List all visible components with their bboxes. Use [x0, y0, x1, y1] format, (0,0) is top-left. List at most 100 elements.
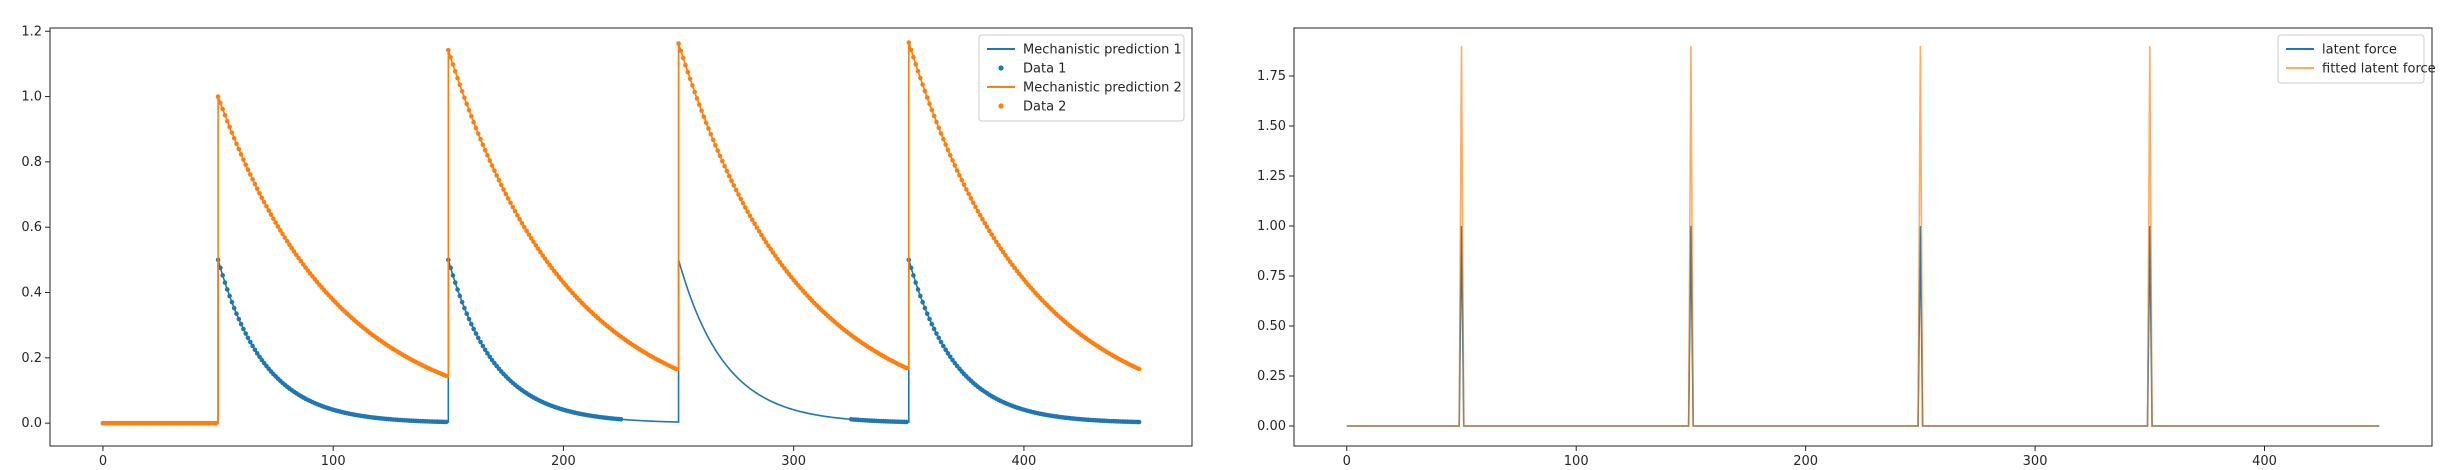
- data-2-point: [229, 130, 235, 135]
- data-2-point: [284, 238, 290, 244]
- legend: Mechanistic prediction 1 Data 1 Mechanisti…: [978, 34, 1185, 122]
- data-2-point: [964, 187, 969, 192]
- x-tick-label: 300: [781, 454, 806, 469]
- x-tick-label: 400: [2252, 454, 2277, 469]
- data-2-point: [519, 220, 525, 226]
- data-1-point: [229, 299, 235, 305]
- data-2-point: [743, 205, 748, 210]
- data-1-point: [462, 305, 467, 311]
- data-2-point: [257, 190, 262, 196]
- data-1-point: [918, 293, 923, 299]
- data-2-point: [736, 192, 741, 197]
- data-2-point: [528, 235, 534, 241]
- data-2-point: [938, 131, 944, 136]
- data-2-point: [685, 69, 691, 75]
- data-1-point: [220, 273, 225, 278]
- y-tick-label: 0.25: [1257, 369, 1286, 384]
- data-2-point: [273, 220, 278, 225]
- data-2-point: [220, 106, 225, 112]
- y-tick-label: 0.75: [1257, 269, 1286, 284]
- data-2-point: [980, 216, 985, 222]
- data-1-point: [480, 343, 486, 349]
- data-1-point: [254, 351, 260, 356]
- data-2-point: [492, 168, 497, 173]
- data-2-point: [676, 41, 681, 46]
- y-tick-label: 1.0: [21, 90, 42, 105]
- data-2-point: [952, 163, 958, 168]
- data-2-point: [973, 204, 978, 210]
- data-2-point: [713, 142, 718, 148]
- data-1-point: [245, 335, 251, 341]
- data-1-point: [938, 339, 944, 345]
- data-2-point: [924, 95, 930, 100]
- data-2-point: [984, 224, 990, 230]
- data-2-point: [289, 245, 295, 251]
- data-2-point: [690, 83, 695, 88]
- y-tick-label: 1.50: [1257, 119, 1286, 134]
- data-2-point: [959, 177, 965, 183]
- data-2-point: [482, 147, 488, 153]
- data-2-point: [708, 131, 714, 137]
- data-2-point: [271, 216, 276, 221]
- data-2-point: [505, 196, 511, 201]
- data-1-point: [466, 316, 472, 322]
- data-2-point: [245, 167, 251, 172]
- data-2-point: [1005, 256, 1011, 261]
- right-chart: 0 100 200 300 400 0.00 0.25 0.50 0.75 1.00 1.25 1.5…: [1257, 27, 2436, 469]
- data-2-point: [489, 163, 495, 168]
- data-1-point: [487, 354, 493, 360]
- data-1-point: [471, 326, 476, 332]
- data-2-point: [215, 94, 221, 99]
- y-tick-label: 0.0: [21, 416, 42, 431]
- data-2-point: [254, 186, 260, 192]
- data-2-point: [469, 113, 474, 119]
- data-2-point: [515, 213, 520, 218]
- data-2-point: [989, 232, 994, 237]
- x-tick-label: 0: [99, 454, 107, 469]
- data-1-point: [482, 347, 488, 353]
- axes-frame: [1293, 27, 2433, 447]
- data-1-point: [1136, 419, 1142, 425]
- data-2-point: [250, 177, 255, 182]
- data-2-point: [715, 148, 720, 153]
- data-2-point: [238, 152, 244, 157]
- data-2-point: [487, 158, 493, 163]
- mechanistic-prediction-2-legend-label: Mechanistic prediction 2: [1023, 81, 1182, 96]
- data-2-point: [763, 239, 769, 245]
- data-2-point: [522, 224, 527, 230]
- data-2-point: [227, 124, 232, 130]
- y-tick-label: 0.50: [1257, 319, 1286, 334]
- data-2-point: [524, 228, 529, 234]
- data-2-point: [726, 173, 732, 179]
- data-2-point: [756, 228, 762, 234]
- data-1-point: [920, 299, 925, 305]
- data-2-point: [443, 373, 449, 379]
- data-2-point: [277, 227, 283, 233]
- data-2-point: [1136, 366, 1142, 372]
- y-tick-label: 0.6: [21, 220, 42, 235]
- data-1-point: [913, 280, 919, 285]
- data-1-point: [941, 343, 946, 349]
- data-2-point: [480, 142, 486, 148]
- data-2-point: [747, 213, 753, 219]
- data-2-point: [929, 107, 935, 113]
- data-2-point: [945, 147, 951, 153]
- data-2-point: [450, 62, 456, 67]
- x-tick-label: 300: [2023, 454, 2048, 469]
- y-tick-label: 0.2: [21, 351, 42, 366]
- data-2-point: [977, 212, 983, 218]
- data-2-point: [752, 221, 757, 226]
- data-2-point: [510, 204, 516, 210]
- data-2-point: [738, 196, 744, 202]
- x-tick-label: 0: [1343, 454, 1351, 469]
- data-2-point: [478, 136, 483, 142]
- data-1-legend-marker: [998, 65, 1004, 71]
- data-1-point: [908, 265, 914, 271]
- data-1-point: [443, 419, 449, 425]
- data-2-point: [996, 242, 1001, 248]
- data-2-point: [954, 168, 960, 173]
- data-1-point: [222, 280, 228, 285]
- data-2-point: [268, 212, 274, 217]
- data-2-point: [508, 200, 513, 206]
- mechanistic-prediction-1-legend-label: Mechanistic prediction 1: [1023, 43, 1182, 58]
